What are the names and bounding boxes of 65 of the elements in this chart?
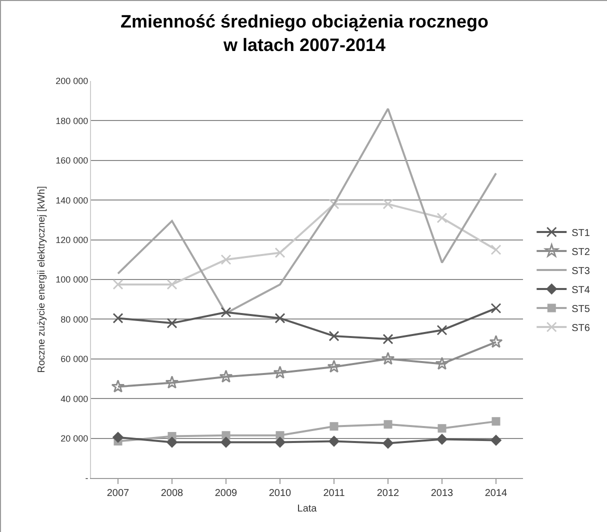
point <box>219 370 233 383</box>
point <box>112 279 124 290</box>
point <box>274 312 286 324</box>
chart-title: Zmienność średniego obciążenia rocznego w latach 2007-2014 <box>120 12 489 55</box>
point <box>381 352 395 365</box>
point <box>166 318 178 328</box>
point <box>490 434 502 446</box>
y-tick-label: 60 000 <box>60 354 88 364</box>
point <box>166 436 178 448</box>
point <box>273 366 287 379</box>
x-tick-label: 2014 <box>484 488 508 499</box>
point <box>220 307 232 318</box>
x-axis-title: Lata <box>297 504 318 514</box>
point <box>436 324 448 336</box>
point <box>490 303 502 314</box>
y-axis-title: Roczne zużycie energii elektrycznej [kWh] <box>36 186 48 373</box>
y-tick-label: 80 000 <box>60 314 88 324</box>
x-tick-label: 2012 <box>376 488 400 499</box>
point <box>327 360 341 373</box>
point <box>492 417 500 426</box>
point <box>382 438 394 449</box>
x-tick-label: 2009 <box>214 488 238 499</box>
point <box>384 420 392 429</box>
y-tick-label: 100 000 <box>56 274 88 285</box>
x-tick-label: 2013 <box>430 488 454 499</box>
y-tick-label: 160 000 <box>56 156 88 166</box>
point <box>328 330 340 342</box>
point <box>220 254 232 265</box>
x-tick-label: 2011 <box>323 488 346 499</box>
point <box>165 376 179 389</box>
point <box>274 436 286 448</box>
x-tick-label: 2008 <box>160 488 184 499</box>
y-tick-label: 20 000 <box>60 433 88 444</box>
x-tick-label: 2007 <box>106 488 130 499</box>
y-tick-label: 140 000 <box>56 195 88 206</box>
legend-label: ST4 <box>572 284 590 296</box>
point <box>166 279 178 290</box>
point <box>382 334 394 344</box>
point <box>274 247 286 258</box>
point <box>112 312 124 324</box>
point <box>330 422 338 431</box>
point <box>220 436 232 448</box>
line-series <box>117 108 497 314</box>
legend-label: ST1 <box>572 228 590 239</box>
legend-label: ST2 <box>572 246 590 258</box>
point <box>436 434 448 445</box>
point <box>490 244 502 255</box>
y-tick-label: 200 000 <box>56 76 88 86</box>
y-tick-label: 120 000 <box>56 234 88 245</box>
legend-label: ST5 <box>572 304 590 315</box>
point <box>328 436 340 447</box>
point <box>435 356 449 370</box>
legend-label: ST3 <box>572 266 590 277</box>
y-tick-label: 180 000 <box>56 116 88 126</box>
legend-label: ST6 <box>572 322 590 334</box>
point <box>382 198 394 210</box>
point <box>112 432 124 443</box>
point <box>438 424 446 433</box>
y-tick-label: - <box>85 473 88 484</box>
point <box>328 198 340 210</box>
x-tick-label: 2010 <box>268 488 292 499</box>
point <box>436 212 448 224</box>
point <box>111 380 125 393</box>
point <box>489 334 503 348</box>
y-tick-label: 40 000 <box>60 394 88 404</box>
